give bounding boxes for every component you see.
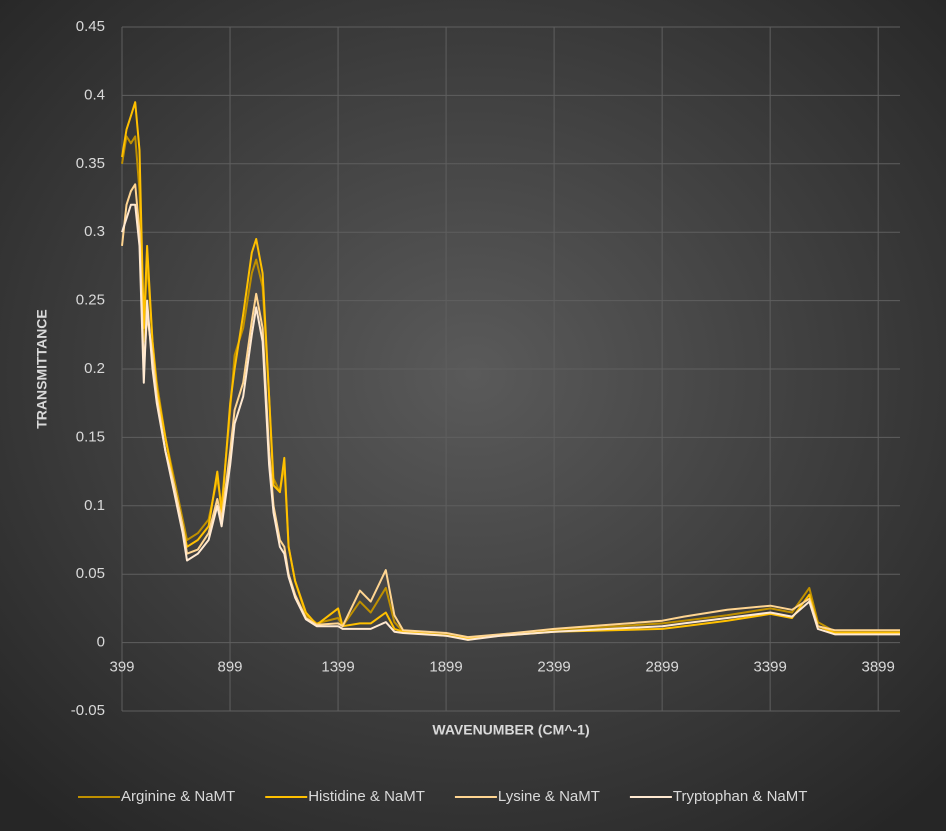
y-tick-label: 0.35 (76, 155, 105, 172)
legend-label: Histidine & NaMT (308, 788, 425, 805)
y-tick-label: 0.45 (76, 18, 105, 35)
y-axis-title: TRANSMITTANCE (34, 309, 50, 429)
x-tick-label: 3899 (861, 659, 894, 676)
labels: -0.05 0 0.05 0.1 0.15 0.2 0.25 0.3 0.35 0.4 0.45 39… (71, 18, 895, 719)
y-tick-label: 0.15 (76, 428, 105, 445)
series-line (121, 101, 900, 640)
y-tick-label: 0.25 (76, 292, 105, 309)
y-tick-label: 0.2 (84, 360, 105, 377)
y-tick-label: 0.3 (84, 223, 105, 240)
y-tick-label: -0.05 (71, 702, 105, 719)
legend-label: Arginine & NaMT (121, 788, 235, 805)
y-tick-label: 0.1 (84, 497, 105, 514)
legend-label: Tryptophan & NaMT (673, 788, 808, 805)
x-tick-label: 899 (218, 659, 243, 676)
grid (121, 26, 900, 712)
series-line (121, 203, 900, 641)
x-tick-label: 1399 (321, 659, 354, 676)
legend: Arginine & NaMT Histidine & NaMT Lysine & … (78, 788, 807, 805)
y-tick-label: 0.05 (76, 565, 105, 582)
x-tick-label: 3399 (753, 659, 786, 676)
x-tick-label: 399 (109, 659, 134, 676)
y-tick-label: 0.4 (84, 86, 105, 103)
x-axis-title: WAVENUMBER (CM^-1) (432, 722, 589, 738)
plot (121, 101, 900, 641)
x-tick-label: 1899 (429, 659, 462, 676)
legend-label: Lysine & NaMT (498, 788, 600, 805)
x-tick-label: 2899 (645, 659, 678, 676)
x-tick-label: 2399 (537, 659, 570, 676)
y-tick-label: 0 (97, 634, 105, 651)
